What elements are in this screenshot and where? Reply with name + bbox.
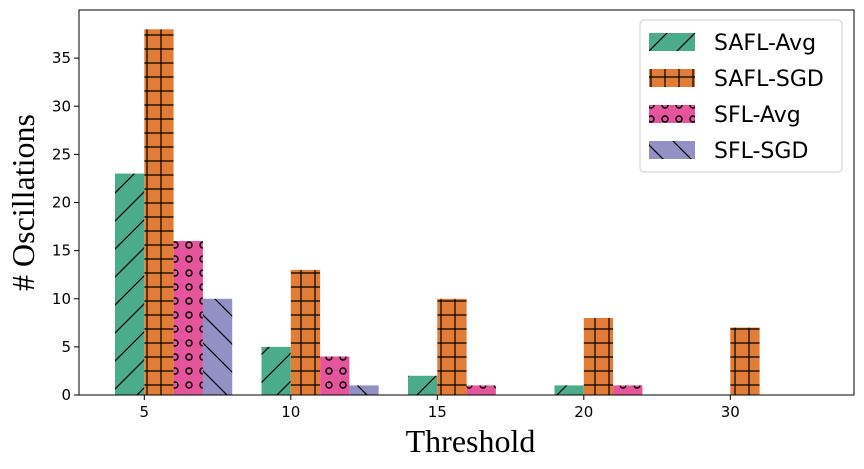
y-tick-label: 30 xyxy=(52,97,71,115)
bar-safl-sgd-10 xyxy=(290,269,321,395)
legend: SAFL-Avg SAFL-SGD SFL-Avg SFL-SGD xyxy=(639,19,843,173)
y-tick-label: 0 xyxy=(61,386,71,404)
y-tick-label: 5 xyxy=(61,338,71,356)
y-tick-label: 35 xyxy=(52,49,71,67)
x-axis: 5 10 15 20 30 xyxy=(140,395,740,421)
bar-safl-sgd-5 xyxy=(144,29,174,396)
legend-swatch-sfl-sgd xyxy=(649,141,695,159)
x-tick-label: 5 xyxy=(140,403,150,421)
bar-safl-avg-15 xyxy=(408,375,438,396)
y-tick-label: 25 xyxy=(52,145,71,163)
bar-sfl-sgd-5 xyxy=(202,298,233,396)
bar-sfl-avg-15 xyxy=(466,385,496,395)
bar-safl-avg-5 xyxy=(115,173,145,395)
legend-label-safl-sgd: SAFL-SGD xyxy=(714,67,824,92)
y-tick-label: 10 xyxy=(52,290,71,308)
legend-label-sfl-sgd: SFL-SGD xyxy=(714,139,808,164)
plot-frame xyxy=(78,9,855,396)
x-axis-title: Threshold xyxy=(406,423,536,459)
legend-swatch-safl-avg xyxy=(649,33,695,51)
bar-sfl-sgd-10 xyxy=(349,385,379,395)
bar-safl-avg-20 xyxy=(554,385,584,395)
bar-safl-sgd-20 xyxy=(583,318,614,395)
y-tick-label: 15 xyxy=(52,242,71,260)
x-tick-label: 10 xyxy=(281,403,300,421)
bar-sfl-avg-10 xyxy=(320,356,350,395)
y-tick-label: 20 xyxy=(52,194,71,212)
legend-swatch-sfl-avg xyxy=(649,105,695,123)
x-tick-label: 30 xyxy=(721,403,740,421)
bar-safl-avg-10 xyxy=(261,346,291,395)
legend-label-sfl-avg: SFL-Avg xyxy=(714,103,801,128)
bar-sfl-avg-5 xyxy=(173,241,203,395)
x-tick-label: 15 xyxy=(428,403,447,421)
bar-sfl-avg-20 xyxy=(613,385,643,395)
bars xyxy=(115,29,760,396)
legend-swatch-safl-sgd xyxy=(649,69,695,87)
y-axis-title: # Oscillations xyxy=(5,114,41,291)
bar-safl-sgd-15 xyxy=(437,298,467,396)
x-tick-label: 20 xyxy=(574,403,593,421)
legend-label-safl-avg: SAFL-Avg xyxy=(714,31,816,56)
bar-safl-sgd-30 xyxy=(730,327,760,395)
y-axis: 0 5 10 15 20 25 30 35 xyxy=(52,49,79,404)
legend-box xyxy=(639,19,843,173)
